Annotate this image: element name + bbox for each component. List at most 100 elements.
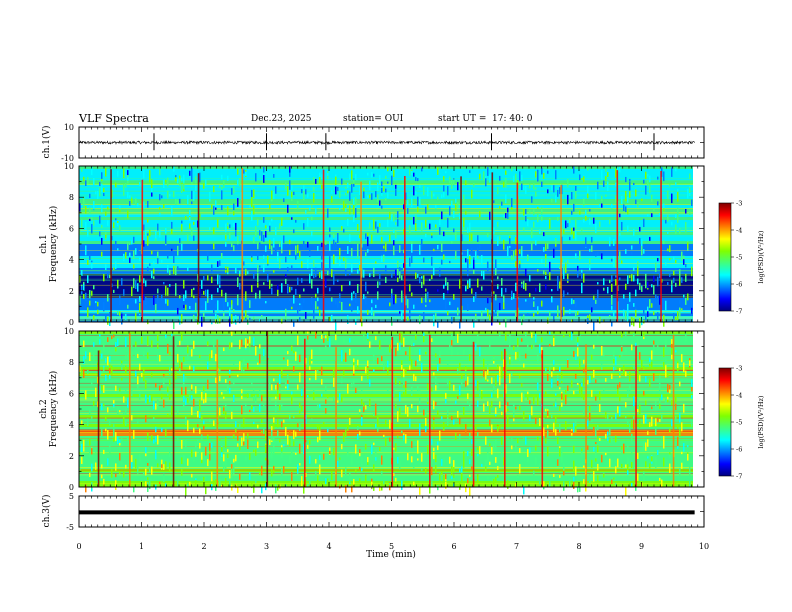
spectrogram-speckle (299, 423, 301, 431)
spectrogram-speckle (393, 240, 395, 250)
spectrogram-speckle (115, 480, 117, 490)
y-tick-label: 8 (69, 358, 74, 367)
spectrogram-speckle (269, 397, 271, 403)
spectrogram-speckle (643, 390, 645, 396)
spectrogram-speckle (399, 407, 401, 417)
spectrogram-speckle (323, 421, 325, 425)
spectrogram-speckle (615, 461, 617, 464)
spectrogram-speckle (331, 190, 333, 194)
spectrogram-streak (616, 170, 619, 322)
spectrogram-speckle (91, 217, 93, 221)
spectrogram-speckle (157, 334, 159, 342)
spectrogram-speckle (487, 167, 489, 176)
spectrogram-speckle (405, 295, 407, 306)
spectrogram-speckle (293, 320, 295, 327)
spectrogram-speckle (133, 264, 135, 269)
spectrogram-speckle (611, 283, 613, 292)
spectrogram-speckle (579, 383, 581, 394)
spectrogram-speckle (277, 251, 279, 262)
spectrogram-speckle (613, 239, 615, 246)
spectrogram-speckle (445, 397, 447, 404)
spectrogram-speckle (233, 380, 235, 385)
spectrogram-speckle (367, 172, 369, 176)
spectrogram-speckle (347, 451, 349, 457)
spectrogram-speckle (249, 472, 251, 480)
spectrogram-band (79, 403, 693, 406)
spectrogram-speckle (211, 471, 213, 482)
spectrogram-speckle (195, 442, 197, 448)
spectrogram-speckle (553, 185, 555, 193)
spectrogram-speckle (101, 204, 103, 213)
spectrogram-speckle (451, 316, 453, 324)
spectrogram-speckle (321, 366, 323, 376)
spectrogram-speckle (643, 218, 645, 228)
spectrogram-speckle (567, 194, 569, 205)
spectrogram-speckle (559, 266, 561, 269)
spectrogram-speckle (329, 287, 331, 292)
spectrogram-speckle (269, 439, 271, 446)
spectrogram-speckle (301, 278, 303, 283)
spectrogram-speckle (267, 273, 269, 282)
spectrogram-band (79, 316, 693, 319)
spectrogram-speckle (485, 459, 487, 467)
spectrogram-speckle (467, 400, 469, 405)
spectrogram-speckle (333, 377, 335, 387)
spectrogram-speckle (421, 167, 423, 172)
spectrogram-speckle (503, 366, 505, 372)
spectrogram-speckle (511, 355, 513, 362)
spectrogram-speckle (601, 203, 603, 208)
spectrogram-speckle (633, 274, 635, 282)
spectrogram-speckle (553, 367, 555, 371)
spectrogram-speckle (549, 343, 551, 347)
spectrogram-speckle (279, 374, 281, 384)
spectrogram-speckle (205, 301, 207, 311)
spectrogram-streak (110, 169, 112, 322)
spectrogram-speckle (279, 438, 281, 443)
spectrogram-speckle (469, 278, 471, 288)
spectrogram-speckle (573, 299, 575, 304)
spectrogram-speckle (223, 461, 225, 472)
spectrogram-speckle (531, 227, 533, 238)
spectrogram-speckle (287, 284, 289, 294)
spectrogram-speckle (81, 269, 83, 277)
spectrogram-speckle (517, 351, 519, 358)
spectrogram-speckle (241, 393, 243, 396)
spectrogram-speckle (603, 352, 605, 357)
spectrogram-speckle (647, 214, 649, 217)
spectrogram-speckle (509, 238, 511, 247)
spectrogram-speckle (629, 371, 631, 382)
spectrogram-speckle (369, 180, 371, 191)
spectrogram-speckle (229, 377, 231, 382)
spectrogram-speckle (579, 358, 581, 369)
spectrogram-speckle (495, 376, 497, 387)
spectrogram-speckle (259, 344, 261, 349)
spectrogram-speckle (459, 362, 461, 371)
spectrogram-speckle (487, 363, 489, 370)
spectrogram-speckle (263, 234, 265, 242)
spectrogram-speckle (303, 223, 305, 230)
spectrogram-speckle (151, 250, 153, 255)
spectrogram-speckle (415, 223, 417, 231)
spectrogram-speckle (449, 260, 451, 264)
spectrogram-speckle (285, 278, 287, 285)
spectrogram-speckle (585, 485, 587, 492)
spectrogram-speckle (683, 362, 685, 373)
spectrogram-speckle (587, 420, 589, 427)
spectrogram-speckle (537, 396, 539, 406)
spectrogram-speckle (379, 447, 381, 452)
spectrogram-speckle (487, 401, 489, 407)
spectrogram-speckle (643, 179, 645, 184)
ch1-spec-label-top: ch.1 (39, 234, 49, 253)
spectrogram-speckle (615, 168, 617, 178)
spectrogram-speckle (495, 440, 497, 451)
spectrogram-speckle (193, 287, 195, 291)
spectrogram-speckle (465, 373, 467, 376)
spectrogram-speckle (567, 260, 569, 264)
spectrogram-speckle (529, 275, 531, 282)
spectrogram-speckle (397, 418, 399, 422)
spectrogram-speckle (669, 454, 671, 459)
spectrogram-speckle (101, 353, 103, 359)
spectrogram-speckle (165, 464, 167, 470)
spectrogram-speckle (85, 221, 87, 230)
spectrogram-speckle (635, 309, 637, 318)
